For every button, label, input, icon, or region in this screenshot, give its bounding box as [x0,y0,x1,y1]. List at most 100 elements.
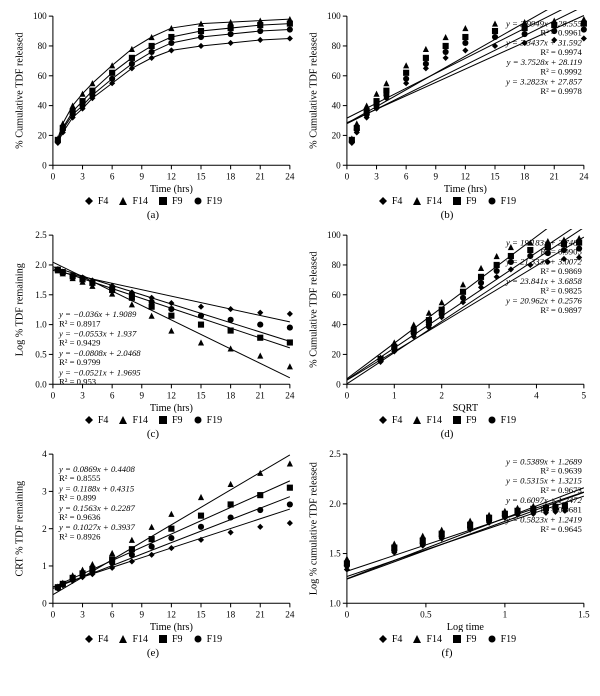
svg-text:0: 0 [336,379,341,389]
svg-text:R² = 0.9978: R² = 0.9978 [540,86,581,96]
svg-text:1.5: 1.5 [329,548,341,558]
legend-label: F14 [132,415,148,426]
svg-text:CRT % TDF remaining: CRT % TDF remaining [14,481,25,577]
svg-text:15: 15 [490,172,500,182]
legend-item-f19: F19 [487,196,517,207]
svg-text:40: 40 [38,101,48,111]
svg-text:R² = 0.953: R² = 0.953 [59,376,96,386]
svg-text:0.0: 0.0 [35,379,47,389]
legend: F4 F14 F9 F19 [304,196,590,207]
svg-text:60: 60 [332,290,342,300]
svg-text:Log % cumulative TDF released: Log % cumulative TDF released [308,462,319,595]
legend-label: F9 [172,415,183,426]
svg-text:R² = 0.9681: R² = 0.9681 [540,504,581,514]
legend-item-f9: F9 [158,634,183,645]
svg-text:3: 3 [374,172,379,182]
legend-item-f4: F4 [84,415,109,426]
legend-item-f14: F14 [118,415,148,426]
svg-text:R² = 0.9825: R² = 0.9825 [540,285,581,295]
svg-text:4: 4 [534,390,539,400]
svg-text:6: 6 [110,390,115,400]
svg-text:20: 20 [38,130,48,140]
svg-text:R² = 0.9897: R² = 0.9897 [540,305,582,315]
svg-text:40: 40 [332,320,342,330]
legend-label: F4 [392,196,403,207]
svg-text:5: 5 [582,390,587,400]
legend-label: F19 [501,634,517,645]
svg-text:2: 2 [42,523,47,533]
legend-label: F14 [426,415,442,426]
svg-text:2.5: 2.5 [35,230,47,240]
legend-item-f19: F19 [487,634,517,645]
svg-text:21: 21 [550,172,560,182]
svg-text:100: 100 [327,230,341,240]
legend-item-f9: F9 [452,415,477,426]
legend: F4F14F9F19 [10,196,296,207]
svg-text:0: 0 [51,390,56,400]
svg-text:0: 0 [51,172,56,182]
chart-grid: 03691215182124020406080100Time (hrs)% Cu… [10,10,590,659]
svg-text:6: 6 [110,609,115,619]
svg-text:3: 3 [487,390,492,400]
legend-item-f19: F19 [193,415,223,426]
legend-label: F9 [466,196,477,207]
legend-item-f14: F14 [412,415,442,426]
svg-text:1: 1 [392,390,397,400]
svg-text:18: 18 [226,390,236,400]
legend-label: F19 [207,196,223,207]
svg-text:9: 9 [139,390,144,400]
svg-text:2.0: 2.0 [329,499,341,509]
legend-item-f9: F9 [158,415,183,426]
legend-item-f19: F19 [487,415,517,426]
legend-item-f4: F4 [84,196,109,207]
svg-text:21: 21 [256,390,266,400]
svg-text:1: 1 [503,609,508,619]
legend-label: F14 [426,634,442,645]
svg-text:80: 80 [332,41,342,51]
svg-text:R² = 0.9992: R² = 0.9992 [540,66,581,76]
svg-text:R² = 0.9639: R² = 0.9639 [540,465,581,475]
svg-text:0: 0 [51,609,56,619]
svg-text:1: 1 [42,561,47,571]
legend-label: F4 [98,634,109,645]
svg-text:0: 0 [345,172,350,182]
legend-item-f19: F19 [193,196,223,207]
panel-b: 03691215182124020406080100Time (hrs)% Cu… [304,10,590,221]
legend-label: F9 [172,196,183,207]
svg-text:2: 2 [439,390,444,400]
legend-item-f4: F4 [378,415,403,426]
svg-text:3: 3 [80,390,85,400]
svg-text:24: 24 [285,172,295,182]
legend-item-f4: F4 [84,634,109,645]
svg-text:12: 12 [461,172,471,182]
svg-text:20: 20 [332,349,342,359]
svg-text:12: 12 [167,390,177,400]
svg-text:0: 0 [336,160,341,170]
svg-text:24: 24 [285,609,295,619]
svg-text:0: 0 [42,598,47,608]
svg-text:9: 9 [139,609,144,619]
legend: F4 F14 F9 F19 [304,415,590,426]
legend-item-f4: F4 [378,196,403,207]
legend-label: F4 [392,415,403,426]
svg-text:Log time: Log time [447,621,485,631]
svg-text:15: 15 [196,609,206,619]
svg-text:24: 24 [579,172,589,182]
legend-label: F4 [98,415,109,426]
panel-caption: (c) [10,428,296,440]
legend-item-f4: F4 [378,634,403,645]
legend-label: F14 [426,196,442,207]
legend-item-f9: F9 [452,634,477,645]
svg-text:15: 15 [196,390,206,400]
svg-text:0.5: 0.5 [420,609,432,619]
svg-text:100: 100 [33,11,47,21]
legend: F4F14F9F19 [10,634,296,645]
svg-text:4: 4 [42,449,47,459]
svg-text:40: 40 [332,101,342,111]
svg-text:R² = 0.9974: R² = 0.9974 [540,47,582,57]
legend-label: F19 [207,634,223,645]
svg-text:18: 18 [520,172,530,182]
svg-text:20: 20 [332,130,342,140]
legend-item-f14: F14 [412,196,442,207]
svg-text:1.0: 1.0 [35,320,47,330]
